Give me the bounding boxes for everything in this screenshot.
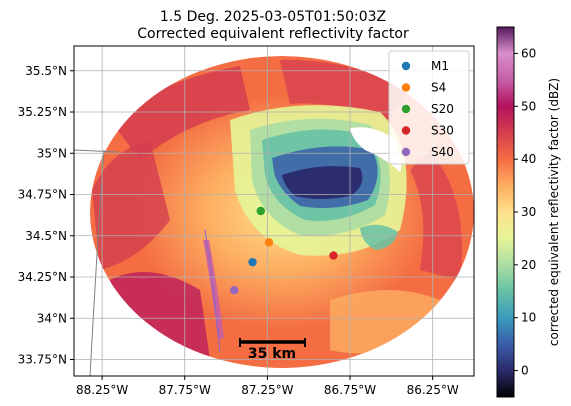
colorbar-label: corrected equivalent reflectivity factor… — [547, 78, 561, 346]
legend-marker — [401, 83, 411, 92]
colorbar-tick-label: 20 — [521, 258, 536, 272]
scale-bar: 35 km — [239, 338, 306, 362]
legend-frame — [388, 50, 470, 165]
site-markers — [230, 206, 338, 295]
chart-title: 1.5 Deg. 2025-03-05T01:50:03Z — [160, 9, 386, 25]
y-tick-label: 34.5°N — [25, 229, 67, 243]
x-tick-label: 87.25°W — [241, 383, 293, 397]
y-tick-label: 34.75°N — [18, 188, 67, 202]
scale-bar-label: 35 km — [248, 346, 296, 362]
chart-subtitle: Corrected equivalent reflectivity factor — [137, 26, 409, 42]
x-tick-label: 86.25°W — [407, 383, 459, 397]
colorbar-tick-label: 60 — [521, 46, 536, 60]
reflectivity-northwest-band — [110, 66, 250, 160]
legend-label: S40 — [431, 145, 454, 159]
reflectivity-weak-echo-core — [282, 166, 363, 199]
legend-label: S4 — [431, 81, 446, 95]
legend-marker — [401, 147, 411, 157]
y-tick-label: 34°N — [37, 311, 67, 325]
colorbar-ticks: 0 10 20 30 40 50 60 — [514, 46, 536, 378]
y-tick-label: 35.5°N — [25, 64, 67, 78]
legend: M1 S4 S20 S30 S40 — [388, 50, 470, 165]
legend-marker — [401, 104, 411, 114]
y-tick-label: 33.75°N — [18, 353, 67, 367]
plot-area: 35 km 88.25°W 87.75°W 87.25°W 86.75°W 86.25°… — [18, 45, 475, 397]
legend-marker — [401, 126, 411, 135]
site-marker-s40 — [230, 286, 239, 295]
plot-frame — [73, 45, 475, 377]
reflectivity-north-band — [280, 59, 410, 120]
x-tick-label: 88.25°W — [76, 383, 128, 397]
reflectivity-south-teal-patch — [360, 224, 398, 250]
y-tick-label: 35°N — [37, 146, 67, 160]
border-line-north — [74, 149, 119, 153]
colorbar-tick-label: 50 — [521, 99, 536, 113]
colorbar-tick-label: 40 — [521, 152, 536, 166]
y-tick-label: 34.25°N — [18, 270, 67, 284]
legend-label: S20 — [431, 102, 454, 116]
colorbar-tick-label: 10 — [521, 311, 536, 325]
site-marker-s4 — [264, 238, 274, 247]
site-marker-m1 — [248, 257, 257, 267]
site-marker-s30 — [329, 251, 338, 260]
colorbar: 0 10 20 30 40 50 60 corrected equivalent refle… — [496, 26, 561, 398]
x-tick-label: 87.75°W — [159, 383, 211, 397]
reflectivity-east-band — [410, 150, 462, 280]
colorbar-tick-label: 30 — [521, 205, 536, 219]
colorbar-gradient — [497, 27, 514, 397]
reflectivity-west-band — [92, 140, 170, 270]
y-tick-label: 35.25°N — [18, 105, 67, 119]
legend-label: S30 — [431, 124, 454, 138]
colorbar-tick-label: 0 — [521, 364, 529, 378]
legend-marker — [401, 61, 411, 71]
y-axis: 33.75°N 34°N 34.25°N 34.5°N 34.75°N 35°N 35.25… — [18, 64, 74, 367]
border-line-state — [204, 229, 221, 353]
site-marker-s20 — [256, 206, 265, 216]
legend-label: M1 — [431, 59, 449, 73]
x-axis: 88.25°W 87.75°W 87.25°W 86.75°W 86.25°W — [76, 376, 459, 397]
x-tick-label: 86.75°W — [324, 383, 376, 397]
